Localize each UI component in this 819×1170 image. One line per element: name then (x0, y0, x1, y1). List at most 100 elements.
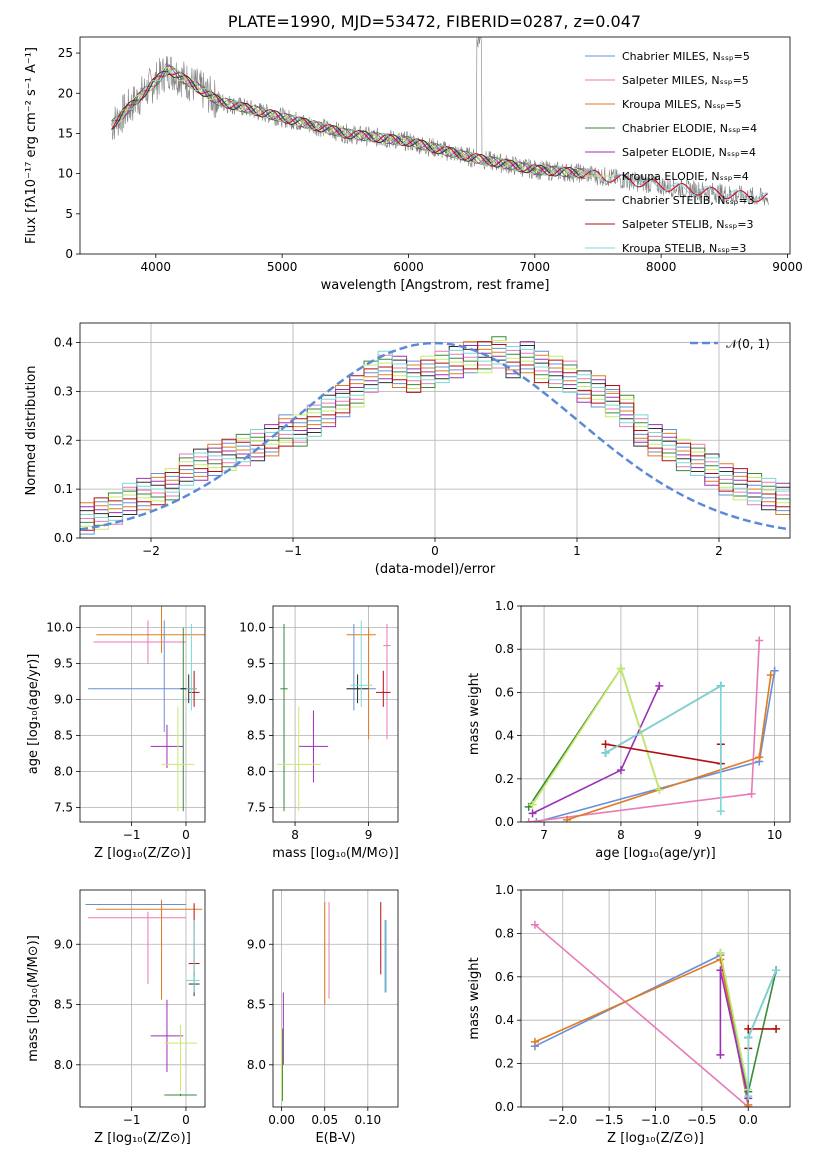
weight-marker (655, 785, 664, 794)
weight-vs-age-panel: 7 8 9 10 0.0 0.2 0.4 0.6 0.8 1.0 age [log₁₀(age/yr… (467, 599, 791, 861)
residuals-marks (80, 336, 790, 535)
weight-line (531, 666, 661, 806)
x-axis-label: age [log₁₀(age/yr)] (595, 846, 716, 861)
legend-label: Kroupa ELODIE, Nₛₛₚ=4 (622, 170, 749, 183)
y-tick-label: 0.2 (495, 1057, 514, 1071)
x-tick-label: −1 (123, 828, 141, 842)
x-tick-label: 10 (767, 828, 782, 842)
x-tick-label: 8 (291, 828, 299, 842)
y-axis-label: mass weight (467, 957, 482, 1039)
weight-marker (744, 1024, 753, 1033)
weight-line (534, 953, 750, 1107)
x-tick-label: −1.5 (595, 1113, 624, 1127)
mass-vs-Z-marks (85, 899, 203, 1097)
y-axis-label: mass weight (467, 673, 482, 755)
weight-marker (530, 920, 539, 929)
weight-marker (747, 789, 756, 798)
age-vs-Z-panel: −1 0 7.5 8.0 8.5 9.0 9.5 10.0 Z [log₁₀(Z/Z⊙)] age… (26, 605, 206, 861)
weight-marker (655, 681, 664, 690)
weight-line (719, 952, 750, 1090)
y-tick-label: 1.0 (495, 599, 514, 613)
x-tick-label: 0 (182, 828, 190, 842)
x-axis-label: (data-model)/error (375, 562, 496, 577)
gaussian-curve (80, 341, 790, 531)
y-tick-label: 0.1 (54, 482, 73, 496)
x-tick-label: 0.05 (311, 1113, 338, 1127)
model-spectrum-line (111, 72, 769, 203)
y-tick-label: 10.0 (46, 621, 73, 635)
weight-marker (772, 1024, 781, 1033)
x-tick-label: 0.10 (354, 1113, 381, 1127)
x-tick-label: 6000 (393, 260, 424, 274)
spectrum-frame (79, 36, 791, 255)
weight-marker (601, 748, 610, 757)
x-tick-label: 0.00 (268, 1113, 295, 1127)
weight-line (528, 666, 661, 808)
x-tick-label: −2 (142, 544, 160, 558)
y-tick-label: 0.0 (495, 815, 514, 829)
y-tick-label: 0.2 (54, 433, 73, 447)
legend-label: Chabrier MILES, Nₛₛₚ=5 (622, 50, 750, 63)
y-tick-label: 9.0 (247, 937, 266, 951)
legend-label: Chabrier STELIB, Nₛₛₚ=3 (622, 194, 755, 207)
weight-marker (744, 1092, 753, 1101)
x-tick-label: −2.0 (548, 1113, 577, 1127)
mass-vs-Z-panel: −1 0 8.0 8.5 9.0 Z [log₁₀(Z/Z⊙)] mass [log₁₀(M… (26, 889, 206, 1146)
x-axis-label: wavelength [Angstrom, rest frame] (321, 278, 550, 293)
histogram-step-line (80, 341, 790, 531)
weight-vs-Z-panel: −2.0 −1.5 −1.0 −0.5 0.0 0.0 0.2 0.4 0.6 0.8 1.0 Z [… (467, 883, 791, 1146)
age-vs-Z-frame (79, 605, 206, 823)
x-tick-label: 8000 (646, 260, 677, 274)
x-tick-label: 0.0 (739, 1113, 758, 1127)
weight-marker (716, 1050, 725, 1059)
residuals-frame (79, 322, 791, 539)
y-tick-label: 8.0 (54, 1058, 73, 1072)
x-tick-label: −1 (284, 544, 302, 558)
y-tick-label: 0.3 (54, 384, 73, 398)
y-tick-label: 9.0 (247, 693, 266, 707)
y-tick-label: 9.5 (54, 657, 73, 671)
weight-marker (601, 740, 610, 749)
y-tick-label: 5 (65, 207, 73, 221)
age-vs-mass-frame (272, 605, 399, 823)
y-tick-label: 0 (65, 247, 73, 261)
weight-marker (532, 818, 541, 822)
weight-marker (530, 1037, 539, 1046)
weight-vs-age-marks (524, 636, 779, 822)
weight-vs-Z-marks (530, 920, 781, 1107)
y-tick-label: 0.4 (54, 336, 73, 350)
x-tick-label: 7 (540, 828, 548, 842)
x-axis-label: Z [log₁₀(Z/Z⊙)] (94, 846, 191, 861)
y-tick-label: 0.4 (495, 729, 514, 743)
age-vs-mass-marks (276, 620, 391, 812)
x-tick-label: 2 (715, 544, 723, 558)
mass-vs-ebv-frame (272, 889, 399, 1108)
weight-marker (524, 818, 533, 822)
weight-marker (528, 809, 537, 818)
y-tick-label: 8.5 (54, 998, 73, 1012)
weight-marker (755, 753, 764, 762)
x-tick-label: 0 (431, 544, 439, 558)
weight-line (566, 674, 772, 821)
age-vs-mass-panel: 8 9 7.5 8.0 8.5 9.0 9.5 10.0 mass [log₁₀(M/M⊙)] (239, 605, 399, 861)
spectrum-marks (111, 37, 769, 206)
x-axis-label: Z [log₁₀(Z/Z⊙)] (94, 1131, 191, 1146)
weight-marker (716, 807, 725, 816)
legend-label: Chabrier ELODIE, Nₛₛₚ=4 (622, 122, 757, 135)
mass-vs-ebv-panel: 0.00 0.05 0.10 8.0 8.5 9.0 E(B-V) (247, 889, 399, 1146)
x-tick-label: 5000 (267, 260, 298, 274)
legend-label: Salpeter ELODIE, Nₛₛₚ=4 (622, 146, 756, 159)
y-tick-label: 9.0 (54, 693, 73, 707)
x-tick-label: 4000 (141, 260, 172, 274)
x-tick-label: 1 (573, 544, 581, 558)
page-title: PLATE=1990, MJD=53472, FIBERID=0287, z=0… (227, 12, 642, 31)
weight-marker (770, 666, 779, 675)
weight-marker (744, 1033, 753, 1042)
weight-line (719, 970, 750, 1099)
y-tick-label: 8.0 (247, 1058, 266, 1072)
y-tick-label: 10.0 (239, 621, 266, 635)
legend-label: 𝒩(0, 1) (726, 337, 770, 351)
legend-label: Salpeter STELIB, Nₛₛₚ=3 (622, 218, 754, 231)
x-axis-label: Z [log₁₀(Z/Z⊙)] (607, 1131, 704, 1146)
